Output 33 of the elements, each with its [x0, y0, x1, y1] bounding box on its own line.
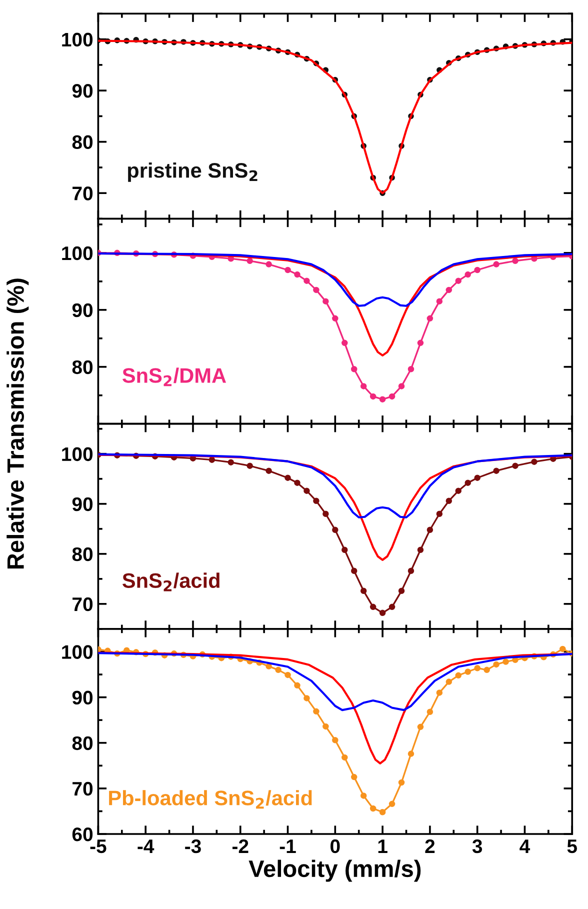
x-tick-label: 3 [472, 839, 482, 854]
x-tick-label: 5 [567, 840, 577, 854]
y-axis-title: Relative Transmission (%) [6, 278, 29, 569]
y-tick-label: 90 [72, 690, 93, 705]
y-tick-label: 80 [72, 360, 93, 374]
x-tick-label: 0 [330, 839, 340, 854]
x-tick-label: -4 [138, 840, 154, 853]
x-axis-title: Velocity (mm/s) [248, 860, 421, 882]
x-tick-label: 2 [425, 839, 435, 853]
y-tick-label: 80 [72, 135, 93, 150]
text: Pb-loaded SnS$_{2}$/acid [109, 790, 312, 809]
y-tick-label: 100 [62, 246, 93, 260]
x-tick-label: 4 [520, 840, 530, 853]
x-tick-label: -2 [232, 839, 248, 853]
y-tick-label: 80 [72, 736, 93, 750]
x-tick-label: -1 [280, 840, 296, 853]
y-tick-label: 80 [72, 547, 93, 562]
y-tick-label: 70 [72, 186, 93, 200]
text: SnS$_{2}$/DMA [122, 368, 226, 386]
y-tick-label: 100 [62, 645, 93, 659]
x-tick-label: -5 [90, 840, 106, 854]
y-tick-label: 90 [72, 84, 93, 98]
y-tick-label: 90 [72, 303, 93, 318]
y-tick-label: 60 [72, 827, 93, 842]
text: SnS$_{2}$/acid [122, 572, 220, 592]
x-tick-label: 1 [378, 840, 388, 853]
y-tick-label: 70 [72, 782, 93, 796]
y-tick-label: 70 [72, 597, 93, 612]
text: pristine SnS$_{2}$ [128, 162, 258, 182]
x-tick-label: -3 [185, 839, 201, 854]
y-tick-label: 90 [72, 497, 93, 512]
y-tick-label: 100 [62, 32, 93, 47]
y-tick-label: 100 [62, 447, 93, 462]
